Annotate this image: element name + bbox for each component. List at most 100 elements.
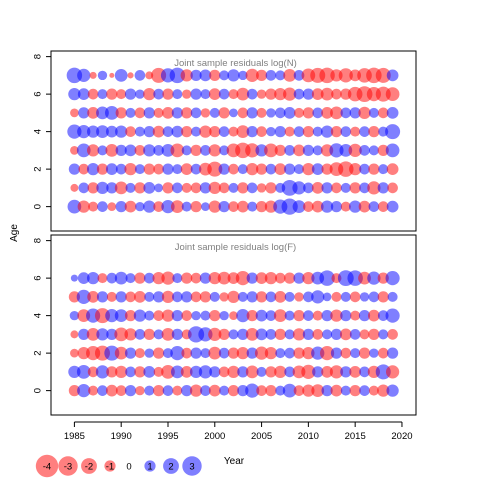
log-n-bubble [208,144,221,157]
log-n-bubble [228,182,239,193]
log-n-bubble [78,107,90,119]
log-n-bubble [89,71,97,79]
log-f-bubble [378,329,389,340]
log-n-bubble [292,181,306,195]
log-f-bubble [237,366,249,378]
log-n-bubble [70,146,79,155]
log-n-bubble [105,163,118,175]
log-n-bubble [386,200,399,213]
log-f-bubble [218,328,230,340]
log-n-bubble [266,108,276,118]
log-n-bubble [180,163,193,175]
log-n-bubble [378,164,389,175]
log-n-bubble [78,182,90,194]
log-n-bubble [358,200,371,213]
log-n-bubble [284,126,295,137]
log-n-bubble [97,70,108,81]
log-n-bubble [153,88,164,100]
log-n-bubble [200,108,211,118]
log-f-bubble [105,384,118,397]
log-n-bubble [208,200,221,213]
log-n-bubble [321,163,333,175]
log-f-bubble [125,291,136,303]
log-n-bubble [70,108,79,118]
log-f-bubble [78,328,90,340]
x-tick-label: 2005 [251,431,272,442]
log-n-bubble [115,201,127,213]
log-n-y-tick-label: 6 [33,91,44,96]
log-n-bubble [105,125,118,138]
log-n-bubble [77,68,91,83]
log-f-bubble [87,366,99,378]
log-f-bubble [162,385,174,396]
log-f-bubble [134,348,145,359]
log-n-bubble [125,182,136,193]
log-f-bubble [320,346,335,361]
log-f-bubble [235,271,250,286]
log-f-bubble [189,384,203,397]
log-n-bubble [368,107,379,118]
log-n-bubble [331,88,342,100]
log-n-bubble [377,107,389,119]
log-n-bubble [246,126,258,138]
log-n-bubble [76,143,91,158]
log-f-bubble [321,366,333,378]
log-n-bubble [359,145,370,156]
log-f-bubble [368,385,379,396]
log-f-bubble [339,328,352,341]
log-f-bubble [76,289,91,304]
log-f-bubble [199,291,212,303]
log-f-bubble [161,365,175,379]
log-f-bubble [208,346,222,360]
log-f-bubble [144,385,155,396]
log-n-bubble [377,182,389,194]
log-n-bubble [256,183,267,193]
log-n-bubble [265,163,277,175]
log-n-bubble [303,201,314,212]
log-f-bubble [88,385,99,396]
log-f-bubble [312,329,324,340]
log-n-bubble [320,125,334,138]
log-f-bubble [94,308,110,324]
log-n-bubble [181,182,192,193]
log-n-bubble [246,107,258,119]
log-n-bubble [349,107,361,119]
log-f-bubble [255,309,268,322]
log-f-bubble [125,366,136,378]
log-f-bubble [172,291,183,303]
log-f-bubble [256,385,267,396]
log-n-bubble [311,88,324,100]
log-f-bubble [292,328,306,341]
log-f-bubble [209,291,220,302]
log-f-frame [50,234,417,416]
log-f-bubble [134,272,146,284]
log-f-bubble [124,328,137,341]
log-f-bubble [181,347,193,359]
log-f-bubble [106,272,118,284]
log-n-bubble [86,144,100,157]
log-n-bubble [145,71,154,80]
log-n-bubble [97,201,108,212]
log-f-bubble [265,385,277,397]
log-f-bubble [114,309,128,323]
log-n-bubble [68,163,80,175]
log-f-bubble [322,329,333,340]
log-f-bubble [181,272,193,284]
log-n-bubble [255,144,268,157]
log-f-bubble [161,327,175,341]
log-n-bubble [162,163,174,175]
log-f-bubble [77,272,90,284]
log-f-bubble [172,385,183,396]
log-f-bubble [303,291,314,303]
log-n-y-tick-label: 2 [33,166,44,171]
log-n-bubble [245,143,260,158]
log-f-bubble [153,310,164,321]
log-n-bubble [162,107,174,119]
log-f-bubble [86,271,100,285]
log-f-bubble [172,273,183,284]
log-f-bubble [350,348,361,359]
log-f-bubble [293,310,305,322]
log-f-bubble [208,271,221,285]
log-n-bubble [199,182,212,194]
log-f-bubble [349,385,361,397]
